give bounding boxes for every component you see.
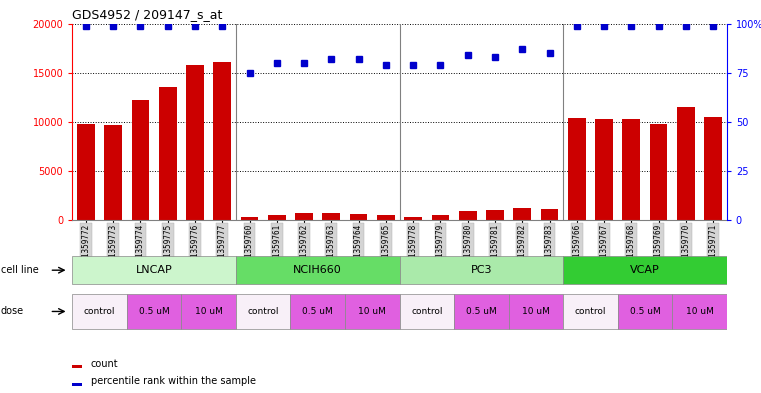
Bar	[186, 65, 204, 220]
Text: control: control	[575, 307, 607, 316]
Text: PC3: PC3	[470, 265, 492, 275]
Bar	[563, 256, 727, 285]
Bar	[431, 215, 449, 220]
Bar	[622, 119, 640, 220]
Bar	[563, 294, 618, 329]
Bar	[459, 211, 476, 220]
Text: 0.5 uM: 0.5 uM	[466, 307, 497, 316]
Bar	[291, 294, 345, 329]
Bar	[72, 256, 236, 285]
Text: control: control	[411, 307, 443, 316]
Text: 0.5 uM: 0.5 uM	[139, 307, 170, 316]
Bar	[677, 107, 695, 220]
Bar	[650, 124, 667, 220]
Text: GDS4952 / 209147_s_at: GDS4952 / 209147_s_at	[72, 8, 223, 21]
Text: cell line: cell line	[1, 265, 39, 275]
Text: control: control	[247, 307, 279, 316]
Bar	[240, 217, 259, 220]
Bar	[350, 214, 368, 220]
Bar	[454, 294, 508, 329]
Bar	[295, 213, 313, 220]
Text: percentile rank within the sample: percentile rank within the sample	[91, 376, 256, 386]
Bar	[514, 208, 531, 220]
Text: 10 uM: 10 uM	[686, 307, 713, 316]
Text: VCAP: VCAP	[630, 265, 660, 275]
Bar	[400, 256, 563, 285]
Text: 10 uM: 10 uM	[195, 307, 222, 316]
Bar	[345, 294, 400, 329]
Bar	[236, 256, 400, 285]
Text: LNCAP: LNCAP	[135, 265, 173, 275]
Bar	[77, 124, 95, 220]
Text: NCIH660: NCIH660	[293, 265, 342, 275]
Bar	[704, 117, 722, 220]
Bar	[213, 62, 231, 220]
Bar	[236, 294, 291, 329]
Bar	[595, 119, 613, 220]
Bar	[540, 209, 559, 220]
Bar	[72, 365, 82, 368]
Text: 10 uM: 10 uM	[522, 307, 549, 316]
Bar	[672, 294, 727, 329]
Bar	[127, 294, 181, 329]
Text: count: count	[91, 358, 118, 369]
Bar	[104, 125, 122, 220]
Bar	[568, 118, 586, 220]
Bar	[377, 215, 395, 220]
Bar	[508, 294, 563, 329]
Bar	[486, 210, 504, 220]
Text: control: control	[84, 307, 116, 316]
Bar	[72, 383, 82, 386]
Text: 0.5 uM: 0.5 uM	[629, 307, 661, 316]
Text: 0.5 uM: 0.5 uM	[302, 307, 333, 316]
Bar	[72, 294, 127, 329]
Text: dose: dose	[1, 307, 24, 316]
Bar	[404, 217, 422, 220]
Bar	[268, 215, 285, 220]
Bar	[323, 213, 340, 220]
Bar	[618, 294, 672, 329]
Bar	[132, 100, 149, 220]
Bar	[400, 294, 454, 329]
Bar	[159, 87, 177, 220]
Text: 10 uM: 10 uM	[358, 307, 386, 316]
Bar	[181, 294, 236, 329]
